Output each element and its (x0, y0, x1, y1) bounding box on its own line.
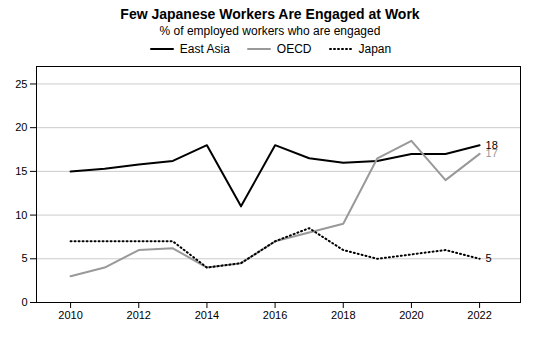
svg-text:2022: 2022 (467, 309, 491, 321)
svg-text:20: 20 (15, 121, 27, 133)
svg-text:10: 10 (15, 209, 27, 221)
svg-text:5: 5 (486, 252, 492, 264)
svg-text:2018: 2018 (331, 309, 355, 321)
html-text:% of employed workers who are: % of employed workers who are engaged (159, 24, 381, 38)
svg-text:2010: 2010 (58, 309, 82, 321)
svg-text:2020: 2020 (399, 309, 423, 321)
svg-text:2016: 2016 (263, 309, 287, 321)
html-text:Few Japanese Workers Are Engag: Few Japanese Workers Are Engaged at Work (120, 6, 420, 22)
html-text:Japan: Japan (358, 42, 392, 56)
html-text:East Asia: East Asia (179, 42, 230, 56)
svg-text:2012: 2012 (127, 309, 151, 321)
svg-text:17: 17 (486, 147, 498, 159)
svg-text:0: 0 (21, 296, 27, 308)
svg-text:15: 15 (15, 165, 27, 177)
svg-text:25: 25 (15, 78, 27, 90)
svg-text:5: 5 (21, 252, 27, 264)
svg-text:2014: 2014 (195, 309, 219, 321)
html-text:OECD: OECD (276, 42, 312, 56)
svg-text:18: 18 (485, 138, 498, 151)
